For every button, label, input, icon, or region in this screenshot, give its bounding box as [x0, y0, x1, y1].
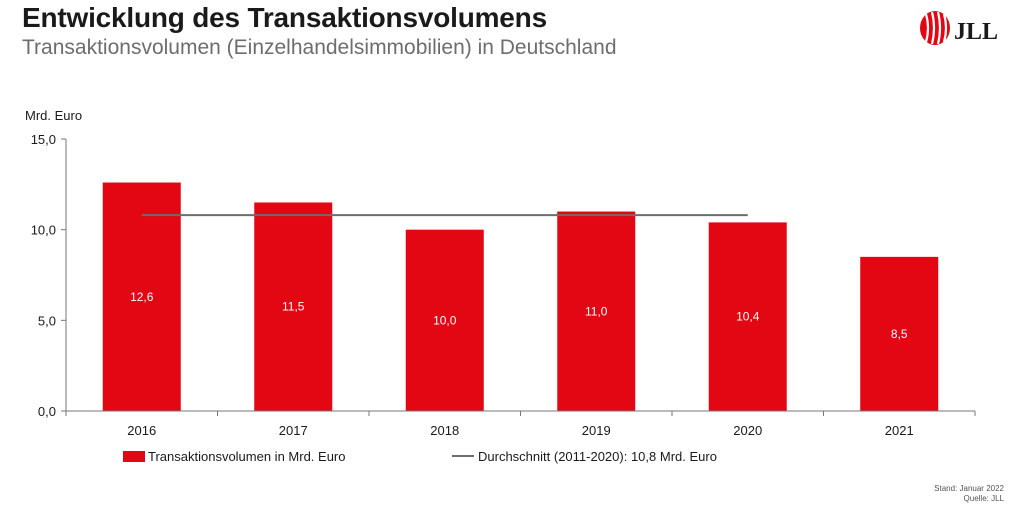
- x-tick-label: 2020: [733, 423, 762, 438]
- y-axis-ticks: 0,0 5,0 10,0 15,0: [31, 132, 66, 419]
- jll-logo-text: JLL: [954, 19, 998, 45]
- bar-2019: [557, 211, 636, 411]
- y-tick-label: 15,0: [31, 132, 56, 147]
- legend-swatch-volume: [123, 451, 145, 462]
- bar-2018: [405, 229, 484, 411]
- page-subtitle: Transaktionsvolumen (Einzelhandelsimmobi…: [22, 36, 617, 59]
- footnote-source: Quelle: JLL: [963, 494, 1004, 503]
- bar-value-label-2021: 8,5: [891, 327, 908, 341]
- axes: [65, 139, 975, 412]
- x-axis-ticks: 2016 2017 2018 2019 2020 2021: [65, 411, 976, 438]
- legend-label-volume: Transaktionsvolumen in Mrd. Euro: [148, 449, 346, 464]
- y-tick-label: 5,0: [38, 313, 56, 328]
- x-tick-label: 2019: [582, 423, 611, 438]
- x-tick-label: 2018: [430, 423, 459, 438]
- jll-logo-mark: [920, 11, 950, 45]
- bars: 12,6 11,5 10,0 11,0 10,4 8,5: [102, 182, 939, 411]
- bar-value-label-2018: 10,0: [433, 313, 457, 327]
- bar-value-label-2020: 10,4: [736, 310, 760, 324]
- bar-value-label-2019: 11,0: [585, 304, 608, 318]
- footnote: Stand: Januar 2022 Quelle: JLL: [934, 484, 1004, 504]
- bar-2017: [254, 202, 333, 411]
- bar-value-label-2016: 12,6: [130, 290, 154, 304]
- y-tick-label: 0,0: [38, 404, 56, 419]
- y-tick-label: 10,0: [31, 223, 56, 238]
- bar-2016: [102, 182, 181, 411]
- page-title: Entwicklung des Transaktionsvolumens: [22, 2, 547, 33]
- y-axis-label: Mrd. Euro: [25, 108, 82, 123]
- footnote-stand: Stand: Januar 2022: [934, 484, 1004, 493]
- jll-logo: JLL: [920, 11, 998, 45]
- legend-label-average: Durchschnitt (2011-2020): 10,8 Mrd. Euro: [478, 449, 717, 464]
- bar-2021: [860, 256, 939, 411]
- bar-value-label-2017: 11,5: [282, 300, 305, 314]
- x-tick-label: 2016: [127, 423, 156, 438]
- legend: Transaktionsvolumen in Mrd. Euro Durchsc…: [123, 449, 717, 464]
- x-tick-label: 2021: [885, 423, 914, 438]
- bar-2020: [708, 222, 787, 411]
- x-tick-label: 2017: [279, 423, 308, 438]
